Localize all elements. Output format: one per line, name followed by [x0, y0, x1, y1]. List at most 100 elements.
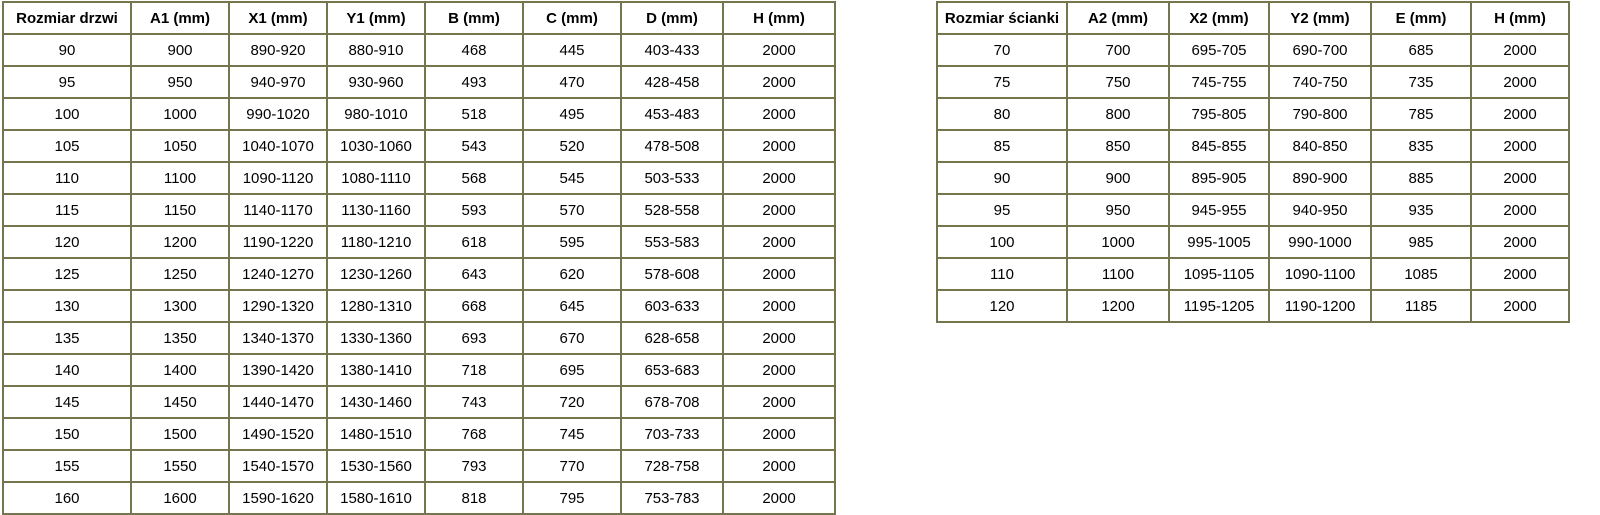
- table-cell: 1140-1170: [228, 193, 328, 227]
- table-cell: 793: [424, 449, 524, 483]
- table-cell: 950: [1066, 193, 1170, 227]
- table-cell: 543: [424, 129, 524, 163]
- table-cell: 950: [130, 65, 230, 99]
- table-cell: 1150: [130, 193, 230, 227]
- table-cell: 1190-1200: [1268, 289, 1372, 323]
- table-cell: 1250: [130, 257, 230, 291]
- table-row: 120 1200 1190-1220 1180-1210 618 595 553-583 20…: [2, 225, 836, 259]
- table-cell: 1330-1360: [326, 321, 426, 355]
- table-cell: 1000: [130, 97, 230, 131]
- table-cell: 818: [424, 481, 524, 515]
- table-row: 135 1350 1340-1370 1330-1360 693 670 628-658 20…: [2, 321, 836, 355]
- table-cell: 1130-1160: [326, 193, 426, 227]
- header-cell: D (mm): [620, 1, 724, 35]
- table-cell: 1290-1320: [228, 289, 328, 323]
- table-cell: 1400: [130, 353, 230, 387]
- table-cell: 470: [522, 65, 622, 99]
- table-row: 105 1050 1040-1070 1030-1060 543 520 478-508 20…: [2, 129, 836, 163]
- table-cell: 1590-1620: [228, 481, 328, 515]
- table-row: 75 750 745-755 740-750 735 2000: [936, 65, 1570, 99]
- table-cell: 1280-1310: [326, 289, 426, 323]
- header-cell: A2 (mm): [1066, 1, 1170, 35]
- table-cell: 2000: [722, 449, 836, 483]
- table-row: 95 950 945-955 940-950 935 2000: [936, 193, 1570, 227]
- table-cell: 800: [1066, 97, 1170, 131]
- table-cell: 1430-1460: [326, 385, 426, 419]
- table-cell: 518: [424, 97, 524, 131]
- table-cell: 1100: [1066, 257, 1170, 291]
- table-cell: 1550: [130, 449, 230, 483]
- table-cell: 90: [2, 33, 132, 67]
- table-row: 90 900 890-920 880-910 468 445 403-433 2000: [2, 33, 836, 67]
- table-cell: 795: [522, 481, 622, 515]
- table-cell: 745-755: [1168, 65, 1270, 99]
- table-cell: 1380-1410: [326, 353, 426, 387]
- table-cell: 750: [1066, 65, 1170, 99]
- table-cell: 618: [424, 225, 524, 259]
- table-cell: 135: [2, 321, 132, 355]
- table-cell: 835: [1370, 129, 1472, 163]
- table-row: 160 1600 1590-1620 1580-1610 818 795 753-783 20…: [2, 481, 836, 515]
- table-cell: 850: [1066, 129, 1170, 163]
- table-cell: 150: [2, 417, 132, 451]
- table-cell: 890-900: [1268, 161, 1372, 195]
- table-cell: 528-558: [620, 193, 724, 227]
- table-row: 100 1000 990-1020 980-1010 518 495 453-483 2000: [2, 97, 836, 131]
- header-cell: Y1 (mm): [326, 1, 426, 35]
- table-cell: 770: [522, 449, 622, 483]
- table-row: 145 1450 1440-1470 1430-1460 743 720 678-708 20…: [2, 385, 836, 419]
- table-cell: 1190-1220: [228, 225, 328, 259]
- table-cell: 740-750: [1268, 65, 1372, 99]
- table-cell: 2000: [1470, 129, 1570, 163]
- table-cell: 695: [522, 353, 622, 387]
- table-cell: 1195-1205: [1168, 289, 1270, 323]
- table-cell: 2000: [1470, 225, 1570, 259]
- table-cell: 1200: [1066, 289, 1170, 323]
- table-cell: 2000: [722, 385, 836, 419]
- table-cell: 110: [2, 161, 132, 195]
- table-row: 85 850 845-855 840-850 835 2000: [936, 129, 1570, 163]
- header-cell: Y2 (mm): [1268, 1, 1372, 35]
- table-cell: 900: [1066, 161, 1170, 195]
- table-cell: 1390-1420: [228, 353, 328, 387]
- table-cell: 935: [1370, 193, 1472, 227]
- table-row: 70 700 695-705 690-700 685 2000: [936, 33, 1570, 67]
- table-cell: 2000: [722, 321, 836, 355]
- table-cell: 1090-1120: [228, 161, 328, 195]
- table-cell: 155: [2, 449, 132, 483]
- table-cell: 570: [522, 193, 622, 227]
- table-cell: 990-1020: [228, 97, 328, 131]
- table-cell: 790-800: [1268, 97, 1372, 131]
- table-cell: 995-1005: [1168, 225, 1270, 259]
- table-cell: 990-1000: [1268, 225, 1372, 259]
- table-cell: 545: [522, 161, 622, 195]
- table-cell: 653-683: [620, 353, 724, 387]
- table-cell: 2000: [722, 417, 836, 451]
- header-cell: B (mm): [424, 1, 524, 35]
- table-cell: 2000: [722, 353, 836, 387]
- table-cell: 1340-1370: [228, 321, 328, 355]
- table-row: 150 1500 1490-1520 1480-1510 768 745 703-733 20…: [2, 417, 836, 451]
- table-cell: 1240-1270: [228, 257, 328, 291]
- table-cell: 75: [936, 65, 1068, 99]
- table-cell: 100: [936, 225, 1068, 259]
- table-cell: 735: [1370, 65, 1472, 99]
- table-cell: 720: [522, 385, 622, 419]
- header-cell: H (mm): [1470, 1, 1570, 35]
- table-cell: 140: [2, 353, 132, 387]
- table-row: 110 1100 1090-1120 1080-1110 568 545 503-533 20…: [2, 161, 836, 195]
- table-cell: 628-658: [620, 321, 724, 355]
- table-cell: 80: [936, 97, 1068, 131]
- table-cell: 1095-1105: [1168, 257, 1270, 291]
- table-cell: 553-583: [620, 225, 724, 259]
- header-cell: X1 (mm): [228, 1, 328, 35]
- table-row: 100 1000 995-1005 990-1000 985 2000: [936, 225, 1570, 259]
- table-cell: 493: [424, 65, 524, 99]
- table-cell: 95: [2, 65, 132, 99]
- table-row: 120 1200 1195-1205 1190-1200 1185 2000: [936, 289, 1570, 323]
- table-cell: 1350: [130, 321, 230, 355]
- table-cell: 985: [1370, 225, 1472, 259]
- table-cell: 940-950: [1268, 193, 1372, 227]
- table-cell: 478-508: [620, 129, 724, 163]
